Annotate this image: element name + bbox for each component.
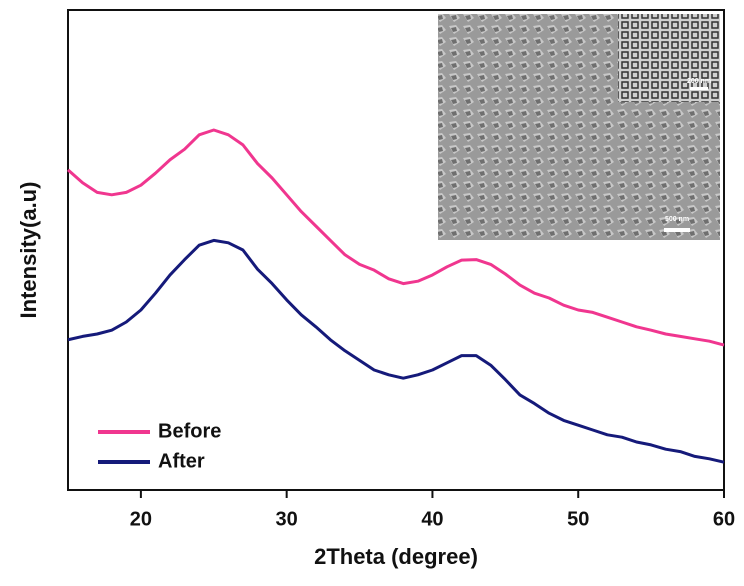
- inset-scale-label: 200 nm: [687, 78, 711, 85]
- x-tick-label: 40: [421, 508, 443, 530]
- y-axis-label: Intensity(a.u): [16, 182, 41, 319]
- x-tick-label: 50: [567, 508, 589, 530]
- inset-scale-label: 500 nm: [665, 216, 689, 223]
- chart: 200 nm 500 nm 2Theta (degree) Intensity(…: [0, 0, 744, 581]
- x-tick-label: 60: [713, 508, 735, 530]
- legend-label: After: [158, 450, 205, 472]
- legend-label: Before: [158, 420, 221, 442]
- x-axis-label: 2Theta (degree): [314, 544, 478, 569]
- x-tick-label: 30: [276, 508, 298, 530]
- inset-image: [438, 14, 720, 240]
- x-tick-label: 20: [130, 508, 152, 530]
